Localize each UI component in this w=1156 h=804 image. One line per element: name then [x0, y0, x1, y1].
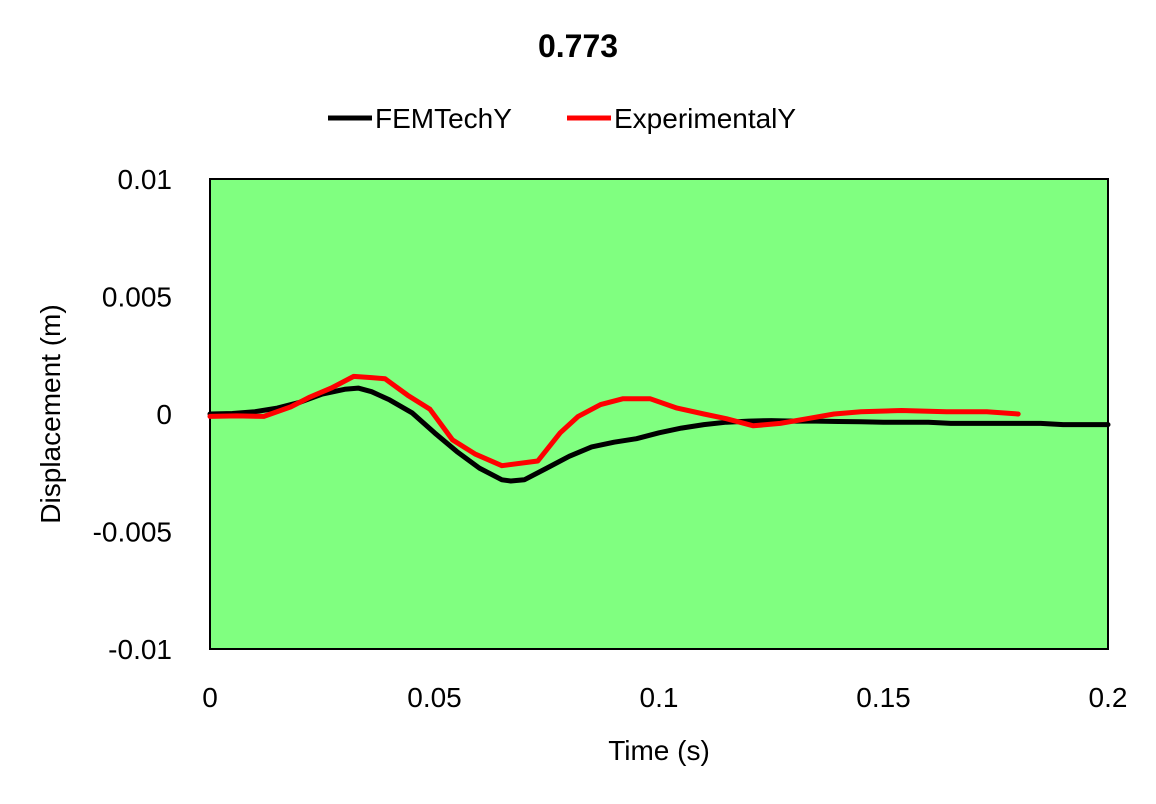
series-line-experimentaly — [207, 373, 1021, 469]
y-tick-label: 0 — [156, 399, 172, 430]
x-tick-label: 0.15 — [856, 682, 911, 713]
y-tick-label: 0.005 — [102, 282, 172, 313]
x-tick-label: 0.2 — [1089, 682, 1128, 713]
legend: FEMTechY ExperimentalY — [328, 103, 796, 134]
x-axis-title: Time (s) — [608, 735, 710, 766]
legend-label-femtechy: FEMTechY — [375, 103, 512, 134]
series-line-femtechy — [207, 385, 1111, 484]
x-tick-label: 0.1 — [640, 682, 679, 713]
y-tick-label: -0.01 — [108, 634, 172, 665]
x-axis-ticks: 0 0.05 0.1 0.15 0.2 — [202, 682, 1127, 713]
y-tick-label: 0.01 — [118, 164, 173, 195]
y-axis-ticks: 0.01 0.005 0 -0.005 -0.01 — [93, 164, 172, 665]
x-tick-label: 0.05 — [407, 682, 462, 713]
chart-title: 0.773 — [538, 28, 618, 64]
x-tick-label: 0 — [202, 682, 218, 713]
y-axis-title: Displacement (m) — [35, 304, 66, 523]
legend-label-experimentaly: ExperimentalY — [614, 103, 796, 134]
series-layer — [207, 373, 1111, 484]
y-tick-label: -0.005 — [93, 517, 172, 548]
